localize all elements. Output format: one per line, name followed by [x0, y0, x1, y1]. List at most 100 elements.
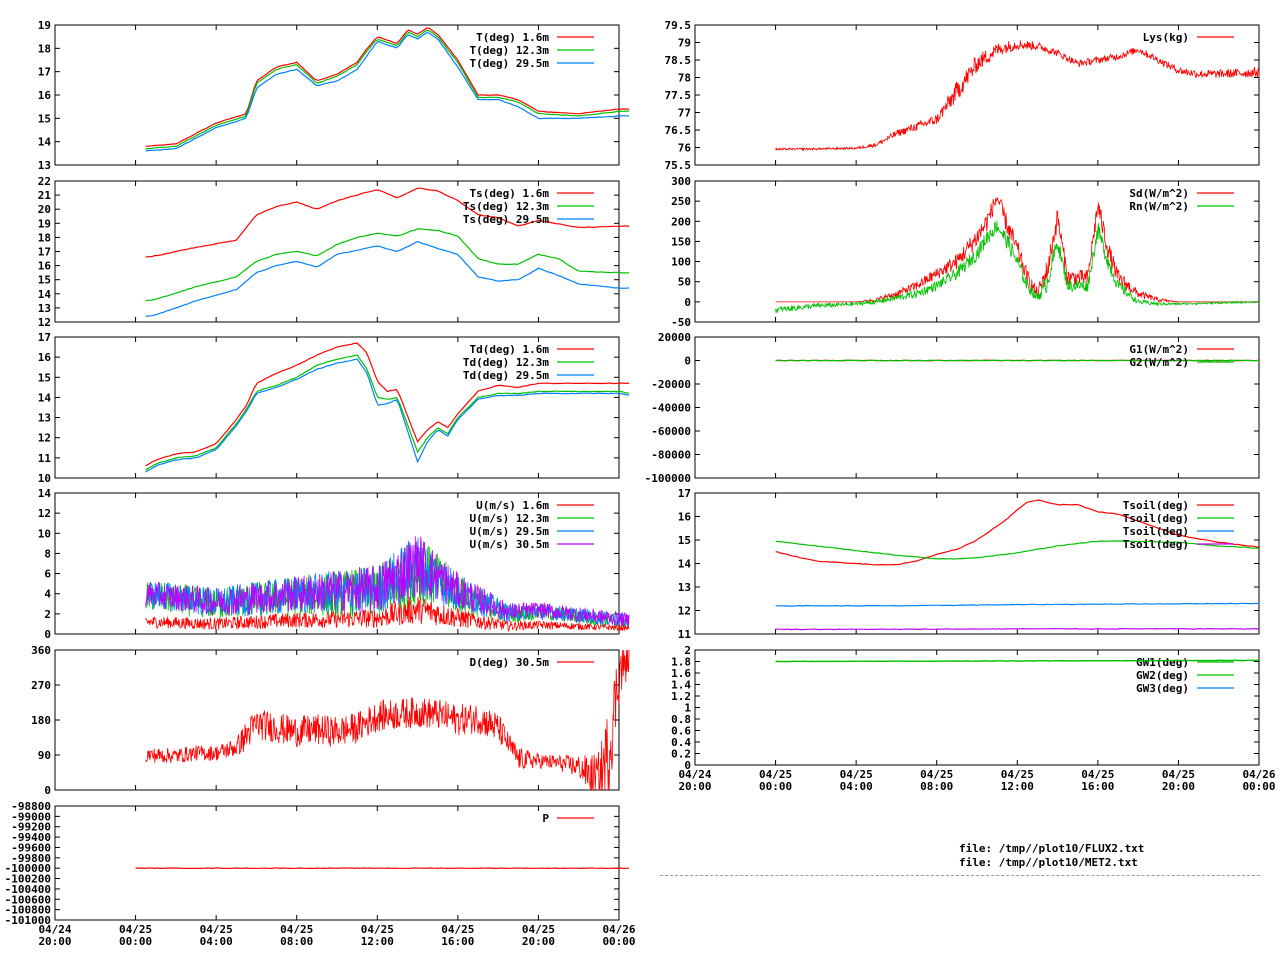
series-line-0 — [775, 40, 1260, 152]
legend-label: G1(W/m^2) — [1129, 343, 1189, 356]
y-tick-label: 14 — [38, 136, 52, 149]
x-tick-label: 04/24 — [678, 768, 711, 781]
y-tick-label: 18 — [38, 231, 51, 244]
y-tick-label: 1.2 — [671, 690, 691, 703]
series-line-0 — [775, 499, 1260, 566]
y-tick-label: 15 — [678, 534, 691, 547]
series-line-1 — [775, 659, 1260, 663]
y-tick-label: 10 — [38, 527, 51, 540]
legend-label: T(deg) 12.3m — [470, 44, 550, 57]
legend-label: U(m/s) 30.5m — [470, 538, 550, 551]
series-line-1 — [775, 359, 1259, 362]
y-tick-label: 1.8 — [671, 656, 691, 669]
y-tick-label: 16 — [38, 351, 52, 364]
x-tick-label: 12:00 — [1001, 780, 1034, 793]
y-tick-label: 12 — [38, 316, 51, 329]
y-tick-label: 270 — [31, 679, 51, 692]
legend-label: Rn(W/m^2) — [1129, 200, 1189, 213]
x-tick-label: 00:00 — [119, 935, 152, 948]
x-tick-label: 04/25 — [759, 768, 792, 781]
y-tick-label: 13 — [678, 581, 691, 594]
panel-frame — [54, 805, 620, 921]
y-tick-label: -20000 — [651, 378, 691, 391]
x-tick-label: 04/25 — [522, 923, 555, 936]
legend-label: Lys(kg) — [1143, 31, 1189, 44]
x-tick-label: 04/26 — [1242, 768, 1275, 781]
y-tick-label: 180 — [31, 714, 51, 727]
legend-label: Td(deg) 12.3m — [463, 356, 549, 369]
legend-label: G2(W/m^2) — [1129, 356, 1189, 369]
y-tick-label: -50 — [671, 316, 691, 329]
x-tick-label: 16:00 — [441, 935, 474, 948]
x-tick-label: 04/25 — [441, 923, 474, 936]
legend-label: Td(deg) 29.5m — [463, 369, 549, 382]
series-line-0 — [775, 197, 1259, 303]
panel-0: 13 14 15 16 17 18 19 T(deg) 1.6mT(deg) 12.3mT(d… — [38, 19, 630, 172]
series-line-1 — [145, 29, 630, 150]
legend-label: Ts(deg) 29.5m — [463, 213, 549, 226]
y-tick-label: -60000 — [651, 425, 691, 438]
y-tick-label: 14 — [38, 391, 52, 404]
x-tick-label: 04:00 — [200, 935, 233, 948]
series-line-2 — [775, 602, 1260, 607]
y-tick-label: -100000 — [645, 472, 691, 485]
y-tick-label: 14 — [38, 487, 52, 500]
legend-label: GW1(deg) — [1136, 656, 1189, 669]
x-tick-label: 04/25 — [361, 923, 394, 936]
y-tick-label: 0.4 — [671, 736, 691, 749]
y-tick-label: 17 — [38, 331, 51, 344]
panel-10: 00.20.40.60.811.21.41.61.82 GW1(deg)GW2(d… — [671, 644, 1276, 793]
panel-8: -100000 -80000 -60000 -40000 -20000 0 20000 G1(… — [645, 331, 1260, 485]
y-tick-label: 0 — [44, 784, 51, 797]
legend-label: T(deg) 1.6m — [476, 31, 549, 44]
legend-label: U(m/s) 12.3m — [470, 512, 550, 525]
series-line-3 — [775, 627, 1260, 631]
y-tick-label: 19 — [38, 217, 51, 230]
series-line-2 — [145, 537, 630, 627]
legend-label: Tsoil(deg) — [1123, 499, 1189, 512]
y-tick-label: 20 — [38, 203, 51, 216]
y-tick-label: 0 — [684, 355, 691, 368]
y-tick-label: 21 — [38, 189, 52, 202]
x-tick-label: 00:00 — [1242, 780, 1275, 793]
file-line-met: file: /tmp//plot10/MET2.txt — [959, 856, 1138, 869]
y-tick-label: 14 — [678, 558, 692, 571]
y-tick-label: 250 — [671, 195, 691, 208]
y-tick-label: 1 — [684, 702, 691, 715]
y-tick-label: 16 — [678, 511, 692, 524]
legend-label: T(deg) 29.5m — [470, 57, 550, 70]
panel-6: 75.5 76 76.5 77 77.5 78 78.5 79 79.5 Lys(kg) — [665, 19, 1260, 172]
y-tick-label: 50 — [678, 276, 691, 289]
y-tick-label: 77.5 — [665, 89, 692, 102]
series-line-3 — [145, 536, 630, 627]
x-tick-label: 04/26 — [602, 923, 635, 936]
legend-label: P — [542, 812, 549, 825]
y-tick-label: -40000 — [651, 402, 691, 415]
y-tick-label: 1.6 — [671, 667, 691, 680]
y-tick-label: 14 — [38, 288, 52, 301]
y-tick-label: -99800 — [11, 852, 51, 865]
legend-label: Ts(deg) 12.3m — [463, 200, 549, 213]
x-tick-label: 04/25 — [1001, 768, 1034, 781]
legend-label: Td(deg) 1.6m — [470, 343, 550, 356]
y-tick-label: 13 — [38, 412, 51, 425]
x-tick-label: 04/25 — [280, 923, 313, 936]
legend-label: Tsoil(deg) — [1123, 525, 1189, 538]
panel-7: -50 0 50 100 150 200 250 300 Sd(W/m^2)Rn(W/m^2) — [671, 175, 1260, 329]
series-line-0 — [145, 342, 630, 467]
x-tick-label: 08:00 — [280, 935, 313, 948]
y-tick-label: 78.5 — [665, 54, 692, 67]
legend-label: GW3(deg) — [1136, 682, 1189, 695]
y-tick-label: -99000 — [11, 810, 51, 823]
y-tick-label: 0.6 — [671, 725, 691, 738]
legend-label: Sd(W/m^2) — [1129, 187, 1189, 200]
y-tick-label: 75.5 — [665, 159, 692, 172]
x-tick-label: 12:00 — [361, 935, 394, 948]
y-tick-label: -99600 — [11, 841, 51, 854]
y-tick-label: 150 — [671, 235, 691, 248]
y-tick-label: 10 — [38, 472, 51, 485]
panel-frame — [54, 649, 620, 791]
